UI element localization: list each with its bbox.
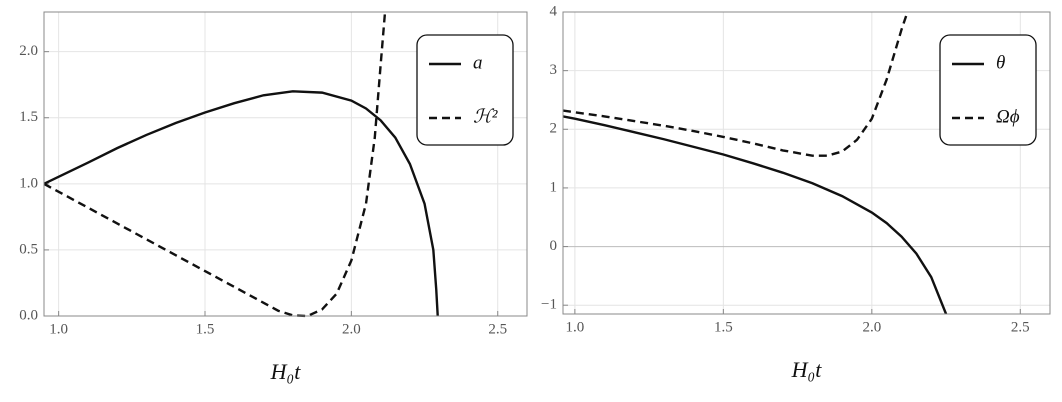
frame: [43, 11, 528, 317]
legend-box: [939, 34, 1037, 146]
subplot: 1.0 1.5 2.0 2.5 −1 0 1 2 3 4 H₀t θ Ωϕ: [541, 3, 1051, 382]
x-axis-label: H₀t: [270, 359, 302, 384]
data-line: [44, 11, 387, 318]
legend-label: θ: [996, 52, 1005, 73]
y-tick-label: 0.5: [19, 241, 38, 257]
y-tick-label: 0.0: [19, 307, 38, 323]
y-tick-label: 1.5: [19, 109, 38, 125]
y-tick-label: 1: [550, 179, 558, 195]
x-tick-label: 1.5: [714, 319, 733, 335]
x-tick-label: 2.5: [1011, 319, 1030, 335]
data-line: [563, 115, 948, 315]
y-tick-label: 3: [550, 62, 558, 78]
y-tick-label: 1.0: [19, 175, 38, 191]
x-tick-label: 2.0: [342, 321, 361, 337]
legend-label: a: [473, 52, 483, 73]
y-tick-label: 0: [550, 238, 558, 254]
frame: [562, 11, 1051, 315]
data-line: [44, 90, 439, 317]
x-tick-label: 1.0: [566, 319, 585, 335]
legend-label: ℋ²: [473, 106, 498, 127]
x-axis-label: H₀t: [791, 357, 823, 382]
legend-label: Ωϕ: [996, 106, 1020, 127]
x-tick-label: 2.0: [862, 319, 881, 335]
legend-box: [416, 34, 514, 146]
y-tick-label: 4: [550, 3, 558, 19]
y-tick-label: −1: [541, 297, 557, 313]
x-tick-label: 1.5: [196, 321, 215, 337]
y-tick-label: 2.0: [19, 43, 38, 59]
x-tick-label: 2.5: [488, 321, 507, 337]
data-line: [563, 11, 909, 157]
subplot: 1.0 1.5 2.0 2.5 0.0 0.5 1.0 1.5 2.0 H₀t a ℋ²: [19, 11, 528, 384]
x-tick-label: 1.0: [49, 321, 68, 337]
y-tick-label: 2: [550, 121, 558, 137]
